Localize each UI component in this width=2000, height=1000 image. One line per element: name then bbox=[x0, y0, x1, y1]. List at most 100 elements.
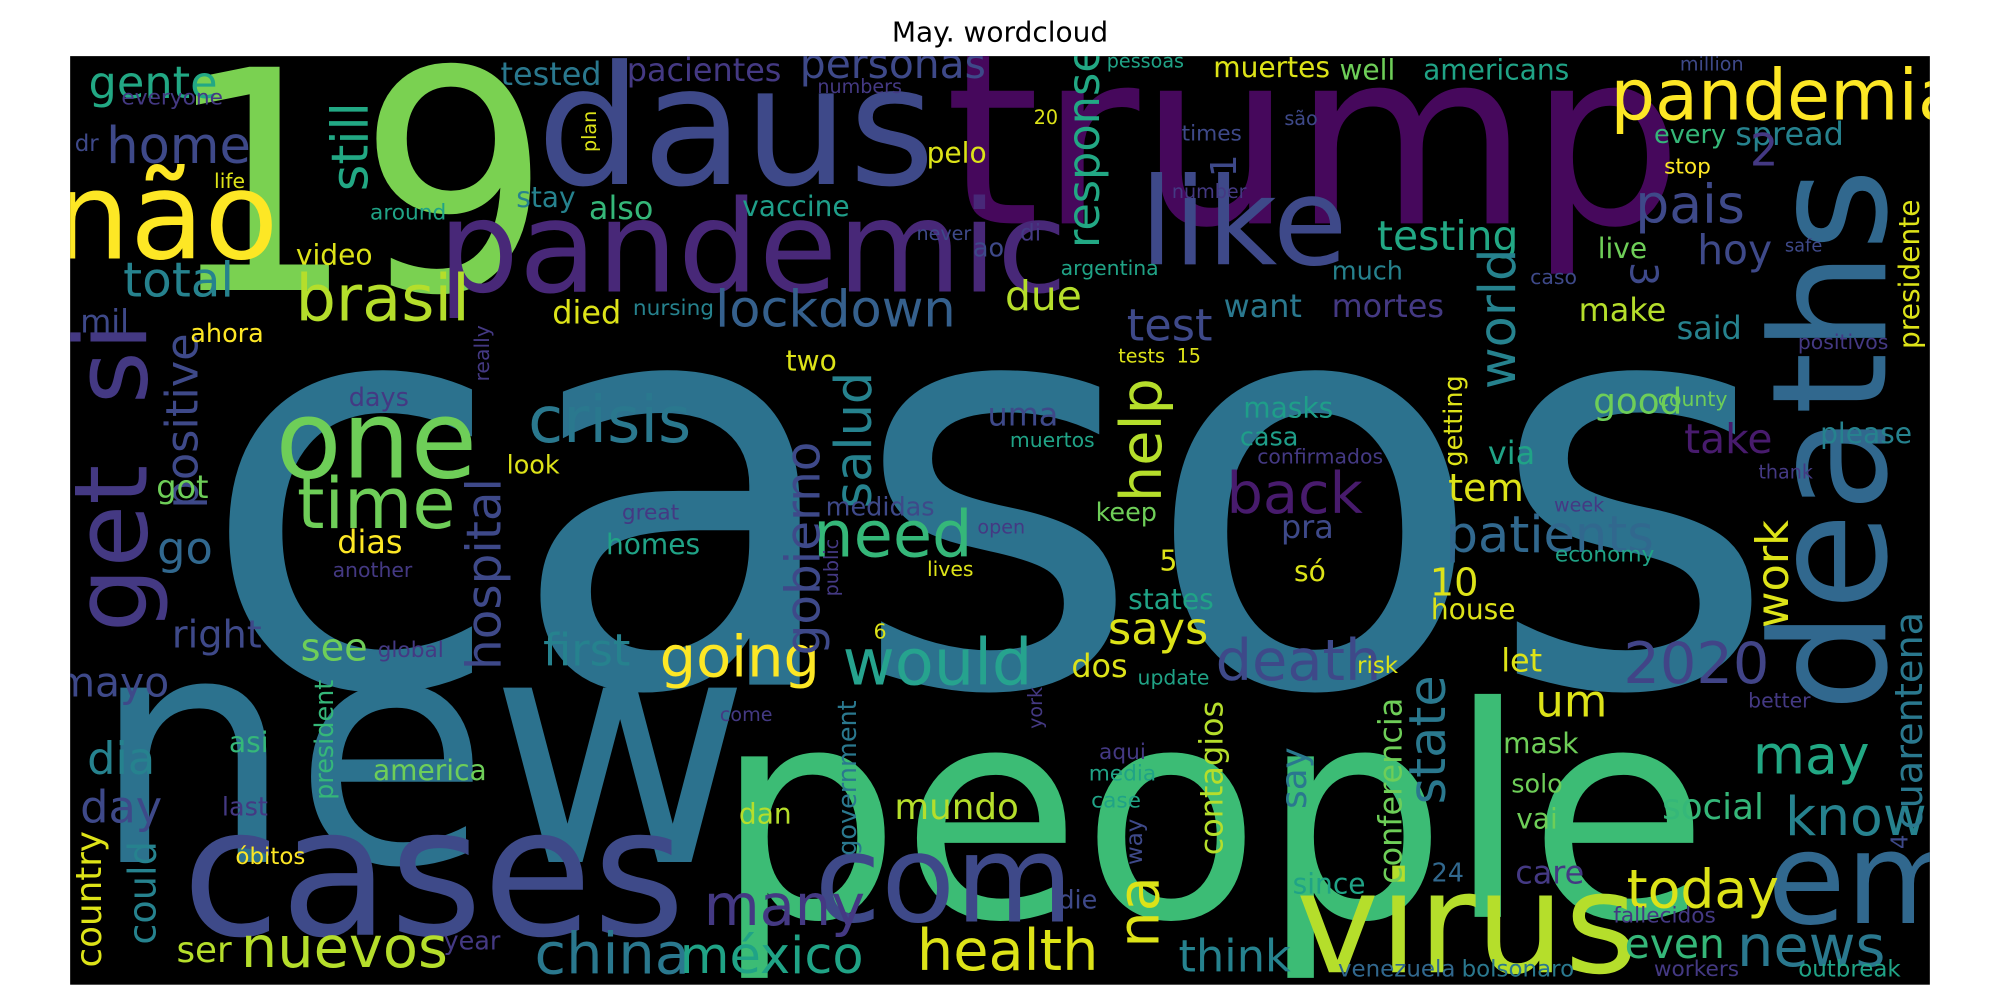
word: tests bbox=[1118, 344, 1165, 367]
word: america bbox=[373, 754, 487, 787]
word: update bbox=[1138, 665, 1210, 689]
word: 2 bbox=[1750, 125, 1778, 177]
word: nuevos bbox=[241, 914, 448, 981]
word: number bbox=[1172, 180, 1247, 203]
word: 15 bbox=[1177, 344, 1201, 367]
word: home bbox=[106, 117, 251, 176]
word: 6 bbox=[874, 619, 887, 643]
word: never bbox=[916, 222, 971, 245]
word: cases bbox=[182, 770, 686, 978]
word: states bbox=[1128, 583, 1214, 616]
word: positive bbox=[156, 333, 208, 508]
word: see bbox=[301, 625, 368, 670]
word: people bbox=[715, 646, 1709, 987]
word: work bbox=[1747, 520, 1799, 628]
word: 10 bbox=[1430, 560, 1479, 605]
word: state bbox=[1399, 675, 1458, 804]
word: help bbox=[1108, 378, 1175, 502]
word: uma bbox=[988, 396, 1059, 434]
word: patients bbox=[1446, 506, 1654, 565]
word: global bbox=[378, 638, 444, 663]
word: million bbox=[1680, 52, 1744, 75]
word: asi bbox=[229, 726, 269, 759]
word: economy bbox=[1555, 542, 1655, 567]
word: new bbox=[91, 567, 750, 938]
word: crisis bbox=[528, 384, 691, 458]
word: thank bbox=[1758, 460, 1813, 483]
word: casa bbox=[1240, 423, 1299, 453]
word: pessoas bbox=[1107, 50, 1184, 73]
word: would bbox=[843, 626, 1033, 700]
word: please bbox=[1820, 417, 1912, 450]
word: pacientes bbox=[627, 51, 782, 89]
word: still bbox=[321, 102, 380, 191]
word: county bbox=[1658, 387, 1728, 411]
word: test bbox=[1127, 299, 1213, 351]
word: mask bbox=[1503, 727, 1579, 760]
word: back bbox=[1226, 460, 1363, 527]
word: só bbox=[1294, 555, 1326, 588]
word: around bbox=[370, 201, 446, 226]
word: aqui bbox=[1099, 740, 1146, 765]
plot-background bbox=[70, 56, 1930, 985]
word: conferencia bbox=[1371, 698, 1409, 884]
word: masks bbox=[1243, 392, 1333, 425]
word: lockdown bbox=[715, 280, 956, 339]
word: think bbox=[1179, 931, 1291, 983]
word: one bbox=[275, 377, 477, 504]
word: got bbox=[156, 468, 208, 506]
word: di bbox=[1020, 220, 1041, 246]
chart-title: May. wordcloud bbox=[892, 16, 1108, 49]
word: ao bbox=[973, 234, 1004, 264]
word: tem bbox=[1448, 466, 1524, 511]
word: contagios bbox=[1193, 701, 1231, 855]
word: know bbox=[1785, 785, 1927, 848]
word: risk bbox=[1357, 653, 1399, 679]
word: em bbox=[1767, 806, 1970, 954]
word: confirmados bbox=[1257, 445, 1383, 469]
word: vai bbox=[1516, 802, 1558, 835]
word: gente bbox=[89, 57, 218, 109]
word: dia bbox=[87, 733, 155, 785]
word: não bbox=[53, 146, 278, 287]
word: testing bbox=[1377, 212, 1518, 260]
word: homes bbox=[606, 528, 700, 561]
word: 19 bbox=[162, 7, 552, 363]
word: last bbox=[222, 792, 268, 822]
word: death bbox=[1216, 627, 1382, 694]
word: really bbox=[470, 325, 494, 381]
word: let bbox=[1501, 642, 1542, 680]
word: pelo bbox=[927, 137, 987, 170]
word: presidente bbox=[1893, 200, 1926, 349]
word: pra bbox=[1281, 508, 1334, 546]
word: make bbox=[1579, 291, 1667, 329]
word: muertes bbox=[1213, 51, 1330, 84]
word: time bbox=[297, 463, 455, 545]
word: bolsonaro bbox=[1462, 956, 1575, 982]
word: another bbox=[333, 558, 413, 582]
word: um bbox=[1536, 676, 1608, 728]
word: country bbox=[69, 831, 110, 968]
word: even bbox=[1625, 920, 1725, 968]
word: also bbox=[589, 189, 654, 227]
word: lives bbox=[927, 557, 974, 581]
word: hospital bbox=[457, 478, 513, 670]
word: si bbox=[53, 323, 172, 405]
word: go bbox=[157, 522, 213, 574]
word: brasil bbox=[295, 263, 469, 337]
word: personas bbox=[800, 40, 986, 88]
word: dr bbox=[75, 131, 100, 157]
word: safe bbox=[1785, 236, 1823, 257]
word: casos bbox=[198, 165, 1779, 818]
word: year bbox=[443, 926, 500, 956]
word: 3 bbox=[1620, 262, 1665, 286]
word: dan bbox=[739, 797, 792, 830]
word: week bbox=[1554, 494, 1605, 517]
word: said bbox=[1677, 309, 1742, 347]
word: keep bbox=[1096, 498, 1157, 528]
word: video bbox=[296, 239, 373, 272]
word: mil bbox=[80, 302, 129, 340]
word: cuarentena bbox=[1887, 612, 1932, 830]
